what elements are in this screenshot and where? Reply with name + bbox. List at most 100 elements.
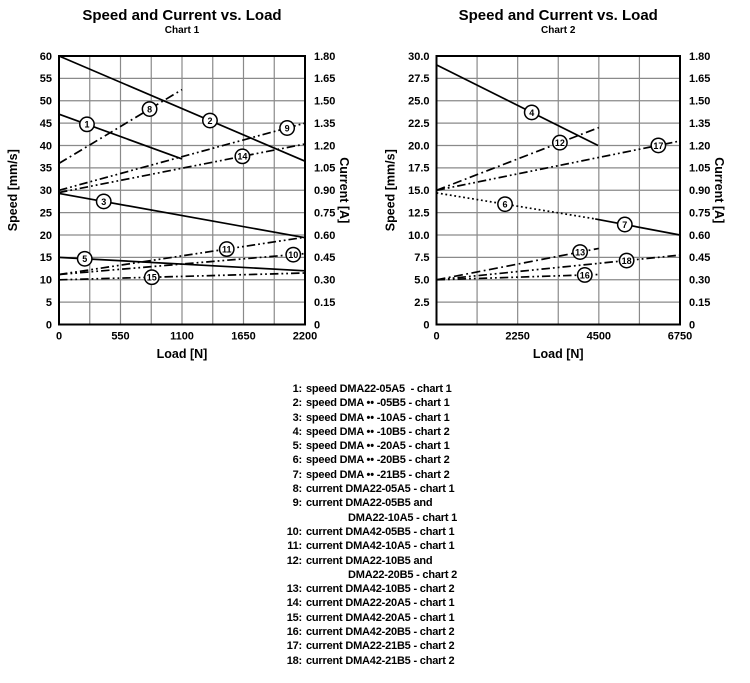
legend-row-number: 15: xyxy=(286,611,303,624)
series-line-12 xyxy=(436,126,600,192)
series-marker-17 xyxy=(650,137,667,154)
grid xyxy=(436,56,680,325)
series-marker-label: 16 xyxy=(580,270,590,280)
plot-border xyxy=(58,55,306,326)
y-left-tick: 22.5 xyxy=(408,118,429,130)
legend-row-number: 3: xyxy=(292,411,303,424)
y-right-tick: 1.50 xyxy=(314,96,335,108)
y-left-tick: 10 xyxy=(40,275,52,287)
series-line-7 xyxy=(595,218,681,236)
legend-row-text: speed DMA •• -20B5 - chart 2 xyxy=(306,454,450,467)
series-marker-18 xyxy=(618,252,635,269)
chart-legend: 1: speed DMA22-05A5 - chart 1 2: speed DMA … xyxy=(281,382,458,668)
series-marker-label: 13 xyxy=(575,247,585,257)
series-markers: 1 2 3 5 8 9 10 11 14 15 xyxy=(76,101,302,286)
y-left-tick: 30.0 xyxy=(408,51,429,63)
series-marker-11 xyxy=(218,241,235,258)
legend-row: 14: current DMA22-20A5 - chart 1 xyxy=(281,596,457,610)
series-marker-3 xyxy=(95,193,112,210)
legend-row: 2: speed DMA •• -05B5 - chart 1 xyxy=(281,396,457,410)
legend-row-text: current DMA42-05B5 - chart 1 xyxy=(306,525,455,538)
y-right-tick: 0.60 xyxy=(314,230,335,242)
legend-row-number: 6: xyxy=(292,454,303,467)
y-left-tick: 17.5 xyxy=(408,163,429,175)
series-marker-label: 18 xyxy=(622,256,632,266)
y-right-tick: 1.65 xyxy=(314,73,335,85)
legend-row: 3: speed DMA •• -10A5 - chart 1 xyxy=(281,411,457,425)
legend-row-text: current DMA42-21B5 - chart 2 xyxy=(306,654,455,667)
y-right-axis-title: Current [A] xyxy=(337,157,351,223)
grid xyxy=(59,56,305,325)
y-right-tick: 0 xyxy=(314,319,320,331)
y-left-axis-title: Speed [mm/s] xyxy=(6,149,20,231)
series-marker-9 xyxy=(279,120,296,136)
series-marker-6 xyxy=(497,196,513,213)
y-right-tick: 1.05 xyxy=(314,163,335,175)
series-markers: 4 6 7 12 13 16 17 18 xyxy=(497,104,667,283)
x-tick: 0 xyxy=(433,331,439,343)
series-marker-label: 2 xyxy=(207,116,212,126)
y-right-tick: 1.80 xyxy=(689,51,710,63)
legend-row-text: speed DMA •• -20A5 - chart 1 xyxy=(306,440,450,453)
series-marker-14 xyxy=(234,148,251,165)
legend-row: 11: current DMA42-10A5 - chart 1 xyxy=(281,539,457,553)
series-marker-7 xyxy=(616,216,633,233)
y-right-tick: 1.20 xyxy=(689,140,710,152)
y-right-tick: 0.30 xyxy=(689,275,710,287)
series-line-15 xyxy=(58,272,306,281)
series-marker-label: 10 xyxy=(288,250,298,260)
y-right-tick: 1.50 xyxy=(689,96,710,108)
y-left-tick: 5 xyxy=(46,297,52,309)
legend-row: 5: speed DMA •• -20A5 - chart 1 xyxy=(281,439,457,453)
series-marker-8 xyxy=(141,101,158,117)
series-marker-2 xyxy=(202,112,218,129)
legend-row-text: current DMA22-10B5 and xyxy=(306,554,433,567)
chart-title: Speed and Current vs. Load xyxy=(459,7,658,24)
legend-row-number xyxy=(281,568,302,582)
legend-row-continuation: DMA22-10A5 - chart 1 xyxy=(281,511,457,525)
legend-row-number: 14: xyxy=(286,597,303,610)
y-right-tick: 1.80 xyxy=(314,51,335,63)
legend-row: 1: speed DMA22-05A5 - chart 1 xyxy=(281,382,457,396)
y-right-tick: 0.45 xyxy=(314,252,335,264)
series-marker-13 xyxy=(572,244,589,260)
series-line-9 xyxy=(58,122,306,192)
x-tick: 0 xyxy=(56,331,62,343)
y-right-tick: 0 xyxy=(689,319,695,331)
series-marker-15 xyxy=(143,269,160,286)
y-left-tick: 5.0 xyxy=(414,275,429,287)
legend-row-number: 10: xyxy=(286,525,303,538)
legend-row-text: current DMA22-20A5 - chart 1 xyxy=(306,597,455,610)
y-left-tick: 0 xyxy=(46,319,52,331)
y-right-tick: 0.90 xyxy=(689,185,710,197)
series-line-17 xyxy=(436,140,681,192)
y-left-tick: 15.0 xyxy=(408,185,429,197)
y-left-tick: 35 xyxy=(40,163,52,175)
legend-row: 4: speed DMA •• -10B5 - chart 2 xyxy=(281,425,457,439)
chart-subtitle: Chart 2 xyxy=(541,25,576,36)
legend-row-text: current DMA22-05A5 - chart 1 xyxy=(306,483,455,496)
y-left-tick: 60 xyxy=(40,51,52,63)
legend-row-number: 4: xyxy=(292,425,303,438)
legend-row-text: DMA22-10A5 - chart 1 xyxy=(348,511,458,524)
series-marker-label: 12 xyxy=(555,138,565,148)
legend-row-number: 9: xyxy=(292,497,303,510)
y-left-tick: 15 xyxy=(40,252,52,264)
legend-row: 9: current DMA22-05B5 and xyxy=(281,496,457,510)
y-left-axis-title: Speed [mm/s] xyxy=(384,149,398,231)
y-left-tick: 12.5 xyxy=(408,207,429,219)
legend-row: 7: speed DMA •• -21B5 - chart 2 xyxy=(281,468,457,482)
series-line-4 xyxy=(436,64,599,147)
y-right-tick: 0.15 xyxy=(314,297,335,309)
legend-row-text: current DMA42-20A5 - chart 1 xyxy=(306,611,455,624)
y-left-tick: 20.0 xyxy=(408,140,429,152)
y-left-tick: 25.0 xyxy=(408,96,429,108)
series-marker-label: 1 xyxy=(84,120,89,130)
legend-row-number: 5: xyxy=(292,440,303,453)
x-tick: 2250 xyxy=(505,331,529,343)
y-right-tick: 1.20 xyxy=(314,140,335,152)
legend-row: 18: current DMA42-21B5 - chart 2 xyxy=(281,654,457,668)
